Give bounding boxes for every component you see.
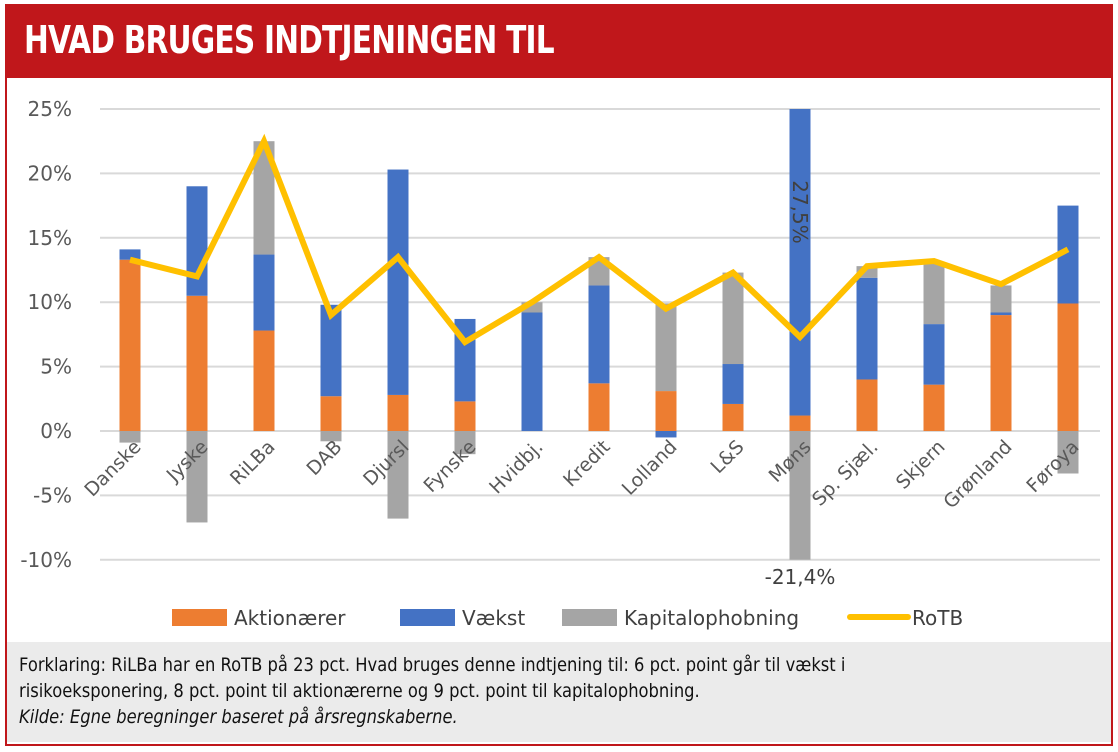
bar-vækst — [320, 304, 342, 397]
bar-kapitalophobning — [655, 303, 677, 392]
bar-kapitalophobning — [923, 263, 945, 325]
bar-aktionærer — [253, 330, 275, 431]
bar-aktionærer — [588, 383, 610, 431]
legend-label: RoTB — [912, 606, 963, 630]
data-label: -21,4% — [765, 565, 836, 589]
bar-aktionærer — [655, 391, 677, 431]
bar-aktionærer — [923, 384, 945, 431]
bar-kapitalophobning — [454, 431, 476, 455]
bar-kapitalophobning — [722, 272, 744, 365]
bar-vækst — [253, 254, 275, 331]
bar-vækst — [387, 169, 409, 395]
bar-kapitalophobning — [1057, 431, 1079, 474]
bar-aktionærer — [789, 415, 811, 431]
footer-note: Forklaring: RiLBa har en RoTB på 23 pct.… — [7, 642, 1111, 742]
bar-kapitalophobning — [186, 431, 208, 523]
bar-kapitalophobning — [789, 431, 811, 560]
legend-label: Vækst — [462, 606, 525, 630]
bar-vækst — [588, 285, 610, 384]
bar-aktionærer — [1057, 303, 1079, 431]
bar-vækst — [1057, 205, 1079, 304]
bar-aktionærer — [856, 379, 878, 431]
bars — [119, 109, 1079, 560]
page-title: HVAD BRUGES INDTJENINGEN TIL — [24, 18, 555, 62]
bar-aktionærer — [990, 315, 1012, 431]
bar-aktionærer — [320, 396, 342, 431]
bar-vækst — [119, 249, 141, 260]
bar-kapitalophobning — [521, 302, 543, 313]
bar-kapitalophobning — [253, 141, 275, 255]
y-tick-label: 10% — [28, 290, 72, 314]
bar-aktionærer — [387, 394, 409, 431]
bar-aktionærer — [722, 403, 744, 431]
legend-swatch-aktionærer — [172, 609, 227, 626]
bar-vækst — [923, 324, 945, 385]
bar-kapitalophobning — [856, 266, 878, 278]
legend-swatch-vækst — [400, 609, 455, 626]
legend-swatch-kapitalophobning — [562, 609, 617, 626]
frame-border — [5, 4, 1113, 746]
bar-kapitalophobning — [990, 285, 1012, 313]
bar-aktionærer — [186, 295, 208, 431]
bar-vækst — [521, 312, 543, 431]
y-tick-label: 5% — [40, 355, 72, 379]
bar-vækst — [722, 364, 744, 404]
bar-aktionærer — [454, 401, 476, 431]
title-bar: HVAD BRUGES INDTJENINGEN TIL — [5, 4, 1113, 78]
bar-vækst — [789, 109, 811, 416]
bar-vækst — [990, 312, 1012, 316]
bar-aktionærer — [119, 259, 141, 431]
y-tick-label: 0% — [40, 419, 72, 443]
data-label: 27,5% — [788, 180, 812, 244]
source-note: Kilde: Egne beregninger baseret på årsre… — [19, 706, 458, 728]
y-tick-label: -5% — [33, 483, 72, 507]
legend-label: Aktionærer — [234, 606, 346, 630]
bar-vækst — [856, 277, 878, 380]
bar-kapitalophobning — [320, 431, 342, 442]
bar-kapitalophobning — [387, 431, 409, 519]
y-tick-label: 25% — [28, 97, 72, 121]
explanation-line-2: risikoeksponering, 8 pct. point til akti… — [19, 680, 700, 702]
bar-kapitalophobning — [119, 431, 141, 443]
y-tick-label: 15% — [28, 226, 72, 250]
explanation-line-1: Forklaring: RiLBa har en RoTB på 23 pct.… — [19, 654, 846, 676]
bar-vækst — [655, 431, 677, 438]
y-tick-label: -10% — [20, 548, 72, 572]
legend-label: Kapitalophobning — [624, 606, 799, 630]
y-tick-label: 20% — [28, 161, 72, 185]
